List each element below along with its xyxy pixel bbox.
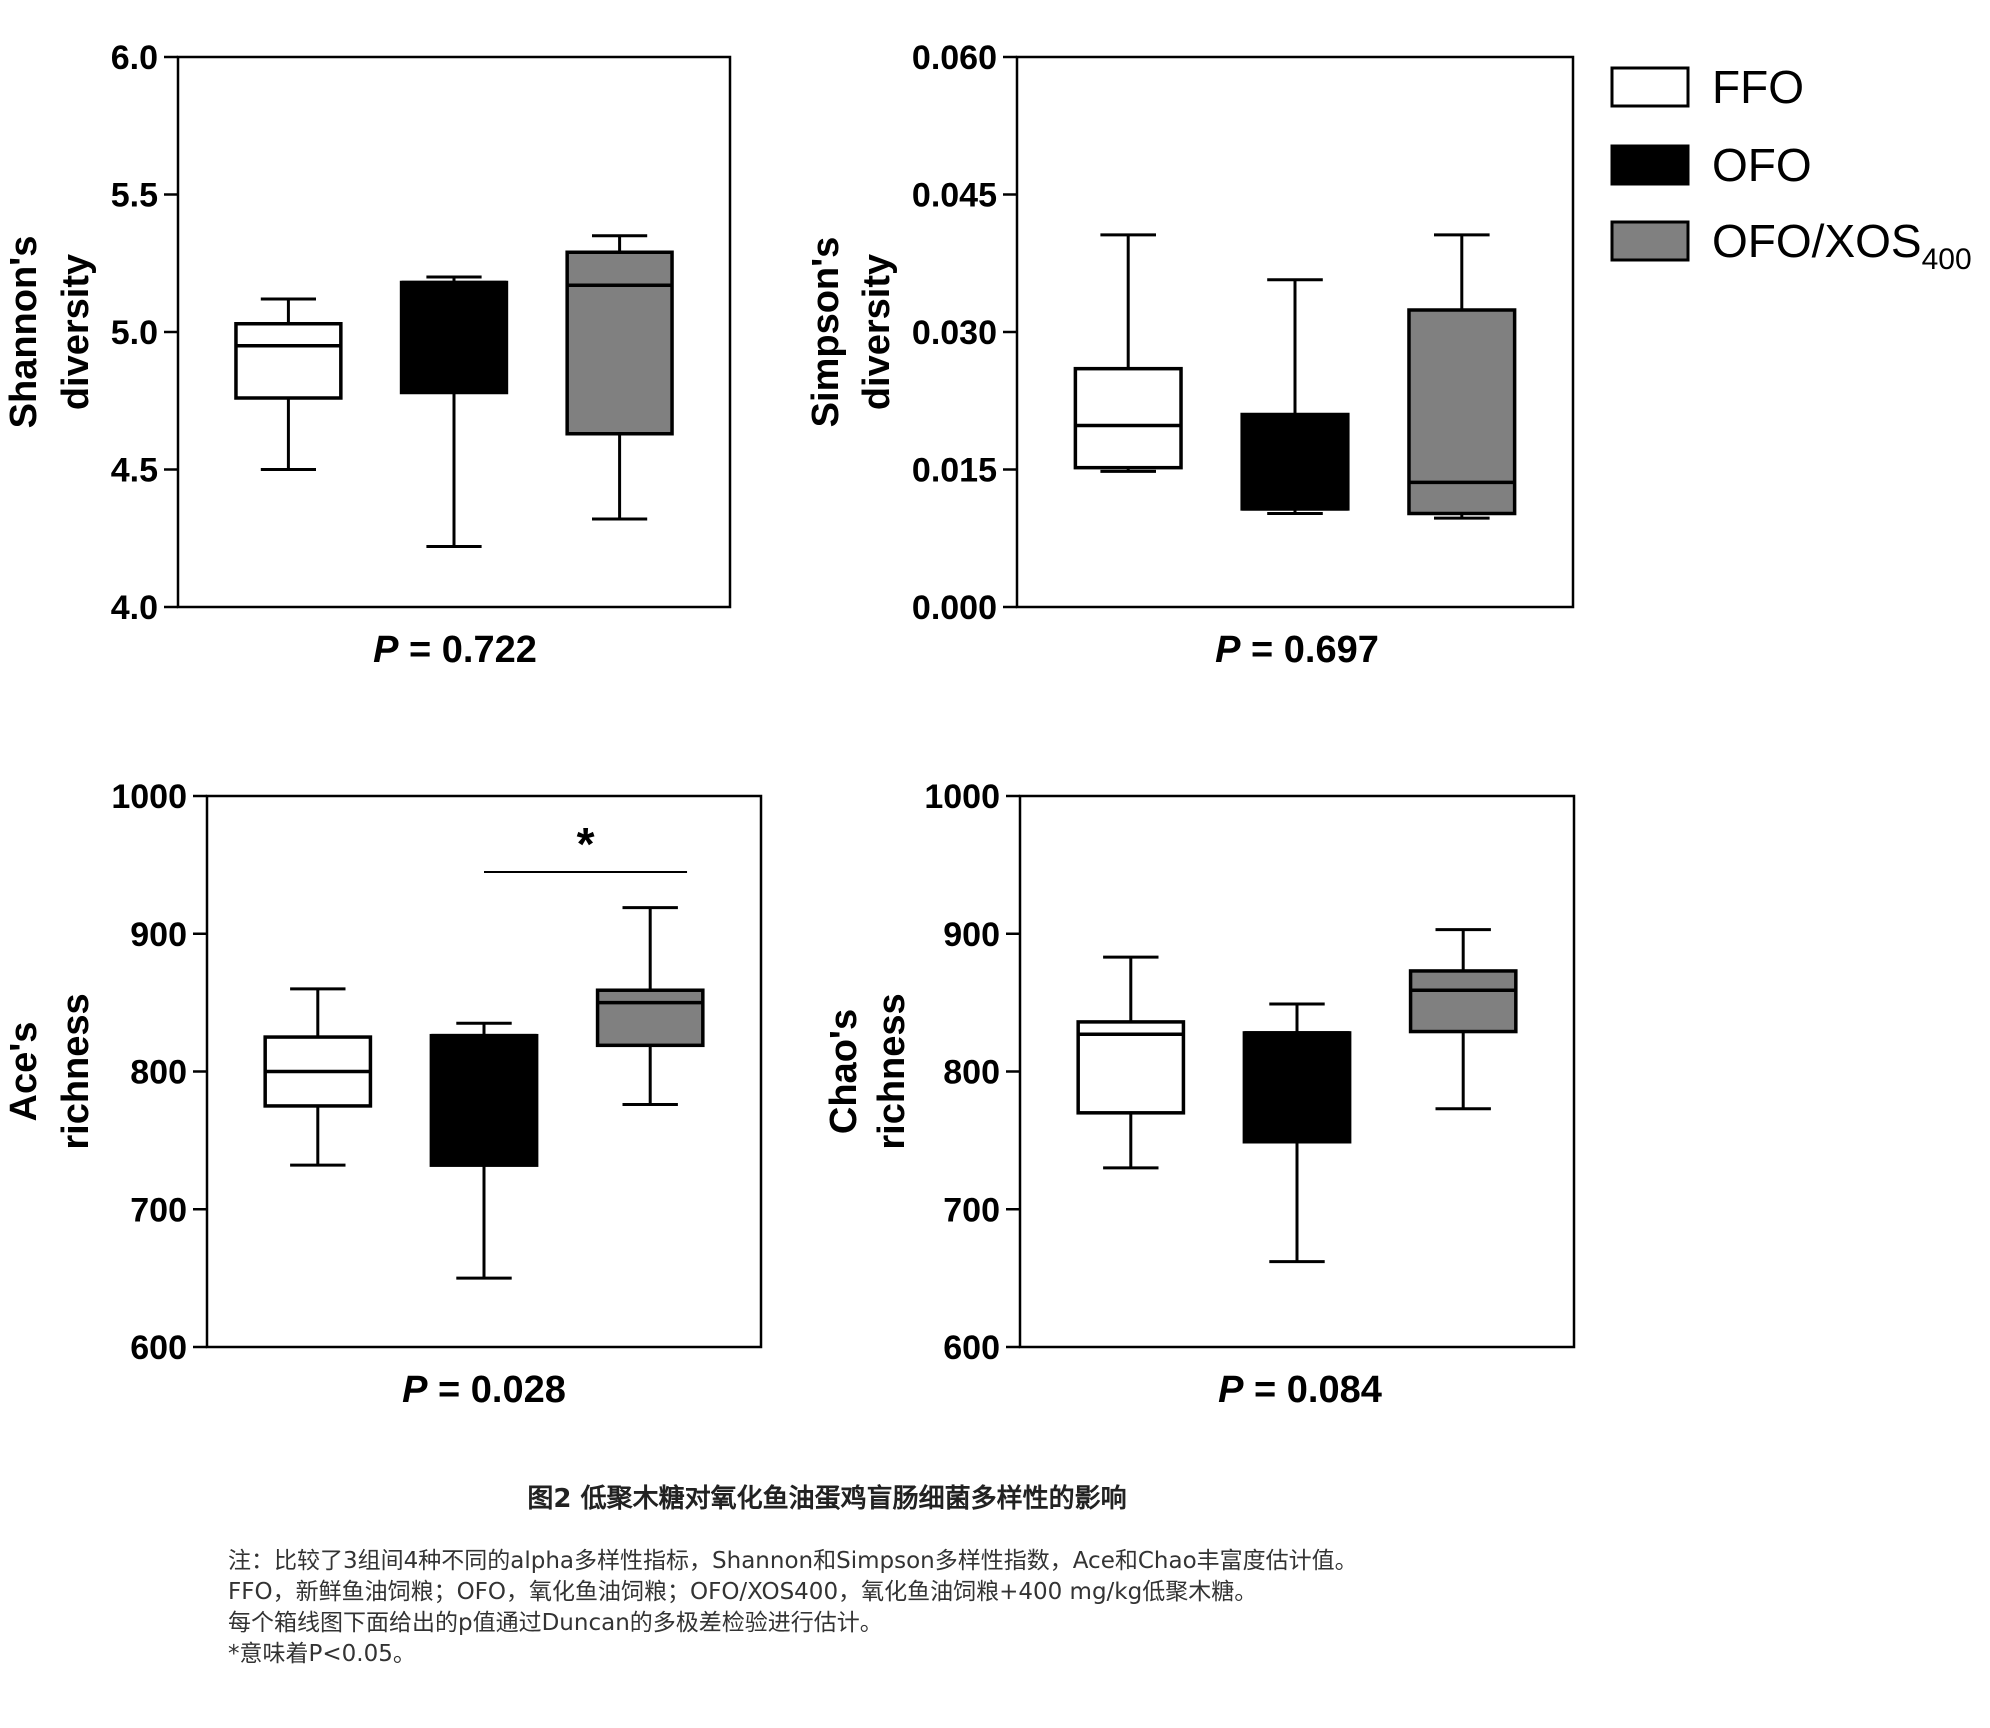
box-iqr — [565, 250, 674, 436]
note-line: FFO，新鲜鱼油饲粮；OFO，氧化鱼油饲粮；OFO/XOS400，氧化鱼油饲粮+… — [228, 1579, 1258, 1605]
legend-item: FFO — [1610, 61, 1804, 113]
p-value: = 0.722 — [398, 629, 536, 671]
y-axis-label: Shannon's — [3, 236, 45, 429]
legend-label-subscript: 400 — [1922, 243, 1972, 276]
legend: FFO OFO OFO/XOS400 — [1610, 61, 1972, 276]
y-axis-label: Chao's — [823, 1009, 865, 1134]
p-value: = 0.028 — [427, 1369, 565, 1411]
legend-swatch — [1610, 66, 1690, 108]
y-tick-label: 0.060 — [912, 39, 997, 77]
legend-item: OFO — [1610, 139, 1812, 191]
y-tick-label: 6.0 — [111, 39, 158, 77]
y-tick-label: 4.5 — [111, 452, 158, 490]
p-symbol: P — [1215, 629, 1241, 671]
y-tick-label: 4.0 — [111, 589, 158, 627]
significance-star: * — [577, 818, 595, 870]
p-value: = 0.697 — [1240, 629, 1378, 671]
chart-panel-4: 600 700 800 900 1000 Chao's richness P = 0.084 — [823, 778, 1576, 1411]
legend-swatch — [1610, 144, 1690, 186]
y-tick-label: 600 — [943, 1329, 1000, 1367]
y-tick-label: 900 — [943, 916, 1000, 954]
y-tick-label: 700 — [130, 1191, 187, 1229]
legend-item: OFO/XOS400 — [1610, 215, 1972, 276]
p-value-label: P = 0.028 — [402, 1369, 566, 1411]
legend-label: FFO — [1712, 61, 1804, 113]
p-symbol: P — [402, 1369, 428, 1411]
y-axis-label: richness — [871, 993, 913, 1149]
y-tick-label: 700 — [943, 1191, 1000, 1229]
y-tick-label: 900 — [130, 916, 187, 954]
y-axis-label: richness — [55, 993, 97, 1149]
y-tick-label: 1000 — [924, 778, 1000, 816]
box-iqr — [595, 988, 705, 1048]
note-line: 注：比较了3组间4种不同的alpha多样性指标，Shannon和Simpson多… — [228, 1548, 1358, 1574]
p-value-label: P = 0.697 — [1215, 629, 1379, 671]
y-axis-label: Ace's — [3, 1022, 45, 1122]
legend-label: OFO — [1712, 139, 1812, 191]
y-axis-label: diversity — [856, 254, 898, 410]
chart-panel-1: 4.0 4.5 5.0 5.5 6.0 Shannon's diversity P = 0.7… — [3, 39, 732, 671]
box-ofo-xos400 — [1407, 233, 1517, 520]
box-ffo — [263, 987, 373, 1167]
box-ofo — [399, 275, 509, 548]
box-ofo-xos400 — [595, 906, 705, 1107]
y-tick-label: 5.0 — [111, 314, 158, 352]
note-line: 每个箱线图下面给出的p值通过Duncan的多极差检验进行估计。 — [228, 1610, 883, 1636]
y-axis-label: Simpson's — [805, 237, 847, 428]
legend-swatch — [1610, 220, 1690, 262]
p-value: = 0.084 — [1243, 1369, 1381, 1411]
box-iqr — [1240, 412, 1350, 511]
chart-panel-3: 600 700 800 900 1000 Ace's richness * P = 0.028 — [3, 778, 763, 1411]
box-ffo — [1076, 955, 1186, 1170]
p-symbol: P — [1218, 1369, 1244, 1411]
box-iqr — [1407, 308, 1517, 516]
y-tick-label: 0.030 — [912, 314, 997, 352]
box-iqr — [1076, 1020, 1186, 1115]
p-value-label: P = 0.084 — [1218, 1369, 1382, 1411]
y-axis-label: diversity — [55, 254, 97, 410]
box-ofo-xos400 — [1408, 928, 1518, 1111]
y-tick-label: 1000 — [111, 778, 187, 816]
y-tick-label: 0.015 — [912, 452, 997, 490]
box-ffo — [234, 297, 343, 471]
y-tick-label: 0.045 — [912, 177, 997, 215]
box-iqr — [429, 1033, 539, 1167]
box-ofo-xos400 — [565, 234, 674, 521]
p-value-label: P = 0.722 — [373, 629, 537, 671]
note-line: *意味着P<0.05。 — [228, 1641, 416, 1667]
y-tick-label: 800 — [943, 1054, 1000, 1092]
box-ofo — [1242, 1002, 1352, 1264]
y-tick-label: 600 — [130, 1329, 187, 1367]
box-ofo — [429, 1021, 539, 1280]
box-iqr — [234, 322, 343, 400]
chart-panel-2: 0.000 0.015 0.030 0.045 0.060 Simpson's divers… — [805, 39, 1575, 671]
figure-notes: 注：比较了3组间4种不同的alpha多样性指标，Shannon和Simpson多… — [228, 1546, 1728, 1670]
box-ffo — [1073, 233, 1183, 473]
figure-caption-title: 图2 低聚木糖对氧化鱼油蛋鸡盲肠细菌多样性的影响 — [527, 1484, 1127, 1514]
box-iqr — [1408, 969, 1518, 1034]
y-tick-label: 800 — [130, 1054, 187, 1092]
p-symbol: P — [373, 629, 399, 671]
y-tick-label: 0.000 — [912, 589, 997, 627]
box-iqr — [1242, 1031, 1352, 1144]
y-tick-label: 5.5 — [111, 177, 158, 215]
legend-label: OFO/XOS400 — [1712, 215, 1972, 276]
box-iqr — [1073, 366, 1183, 470]
box-iqr — [399, 280, 509, 395]
box-ofo — [1240, 278, 1350, 515]
